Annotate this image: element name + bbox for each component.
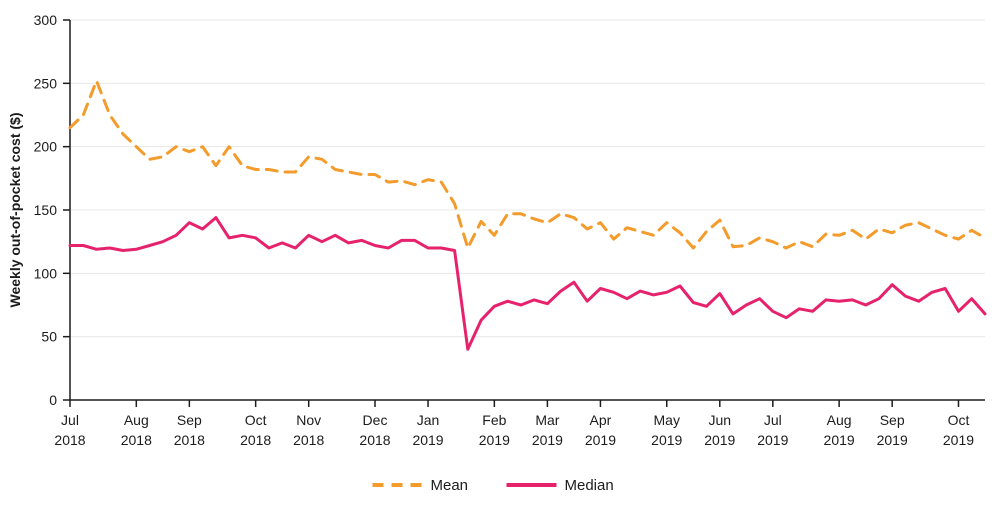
x-tick-month: Jul (764, 412, 782, 428)
x-tick-month: Sep (177, 412, 202, 428)
x-tick-month: Nov (296, 412, 321, 428)
x-tick-year: 2019 (651, 432, 682, 448)
y-tick-label: 100 (34, 265, 58, 281)
x-tick-month: Oct (948, 412, 970, 428)
x-tick-year: 2019 (412, 432, 443, 448)
legend-label: Mean (431, 477, 469, 494)
x-tick-month: Aug (827, 412, 852, 428)
x-tick-year: 2018 (174, 432, 205, 448)
legend-label: Median (565, 477, 614, 494)
x-tick-month: Oct (245, 412, 267, 428)
x-tick-month: Jun (708, 412, 731, 428)
y-tick-label: 250 (34, 75, 58, 91)
x-tick-year: 2019 (704, 432, 735, 448)
x-tick-month: May (654, 412, 680, 428)
x-tick-year: 2019 (479, 432, 510, 448)
x-tick-year: 2018 (293, 432, 324, 448)
x-tick-month: Jan (417, 412, 440, 428)
x-tick-month: Jul (61, 412, 79, 428)
x-tick-year: 2019 (585, 432, 616, 448)
x-tick-year: 2019 (943, 432, 974, 448)
x-tick-year: 2018 (54, 432, 85, 448)
line-chart: 0 50 100 150 200 250 300 Jul 2018 Aug 2018 Sep 2018 O… (0, 0, 1005, 505)
x-tick-month: Aug (124, 412, 149, 428)
x-tick-month: Apr (590, 412, 612, 428)
x-tick-month: Feb (482, 412, 506, 428)
y-tick-label: 150 (34, 202, 58, 218)
y-tick-label: 50 (41, 329, 57, 345)
x-tick-month: Dec (363, 412, 388, 428)
y-tick-label: 0 (49, 392, 57, 408)
x-tick-month: Mar (535, 412, 559, 428)
x-tick-year: 2018 (121, 432, 152, 448)
chart-container: 0 50 100 150 200 250 300 Jul 2018 Aug 2018 Sep 2018 O… (0, 0, 1005, 505)
x-tick-year: 2019 (532, 432, 563, 448)
x-tick-year: 2019 (757, 432, 788, 448)
x-tick-month: Sep (880, 412, 905, 428)
y-tick-label: 200 (34, 139, 58, 155)
x-tick-year: 2018 (240, 432, 271, 448)
x-tick-year: 2019 (824, 432, 855, 448)
x-tick-year: 2018 (359, 432, 390, 448)
y-axis-label: Weekly out-of-pocket cost ($) (7, 113, 23, 308)
x-tick-year: 2019 (877, 432, 908, 448)
y-tick-label: 300 (34, 12, 58, 28)
